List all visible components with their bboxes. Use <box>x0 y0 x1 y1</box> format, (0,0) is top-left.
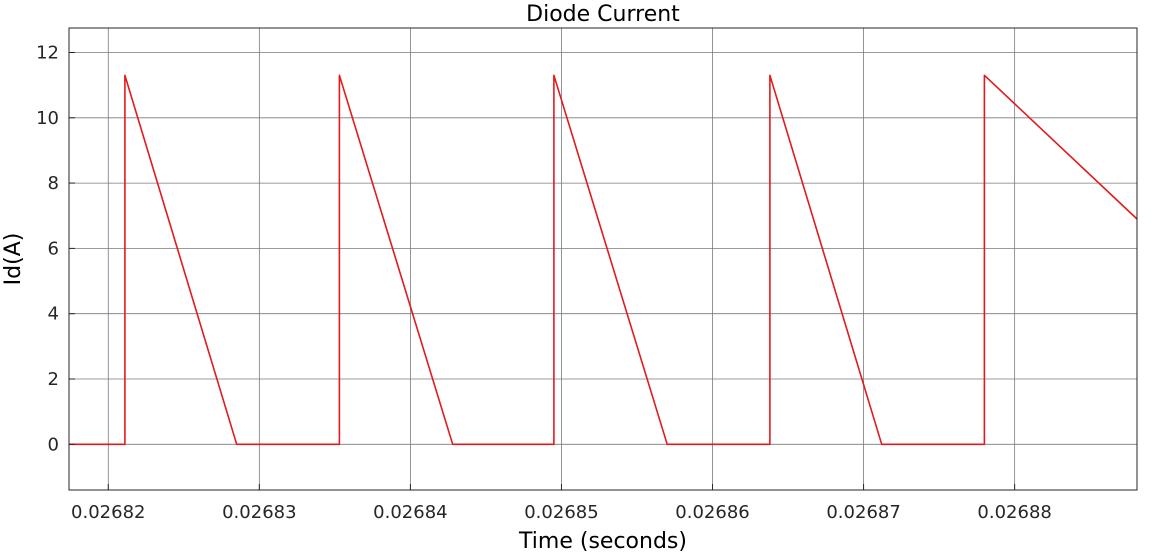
chart-title: Diode Current <box>526 2 680 27</box>
y-tick-labels: 0 2 4 6 8 10 12 <box>36 42 75 455</box>
x-tick-label: 0.02683 <box>222 502 296 523</box>
x-tick-label: 0.02685 <box>524 502 598 523</box>
x-axis-label: Time (seconds) <box>518 529 687 554</box>
y-tick-label: 6 <box>48 238 59 259</box>
x-tick-label: 0.02682 <box>71 502 145 523</box>
series-line-0 <box>69 74 1138 446</box>
y-tick-label: 8 <box>48 173 59 194</box>
x-tick-label: 0.02684 <box>373 502 447 523</box>
y-tick-label: 0 <box>48 434 59 455</box>
y-tick-label: 10 <box>36 108 59 129</box>
y-tick-label: 4 <box>48 304 59 325</box>
series-group <box>69 74 1138 446</box>
x-tick-label: 0.02687 <box>826 502 900 523</box>
y-tick-label: 2 <box>48 369 59 390</box>
grid-lines <box>69 28 1137 490</box>
plot-frame <box>68 27 1138 491</box>
x-tick-labels: 0.02682 0.02683 0.02684 0.02685 0.02686 0.026… <box>71 484 1052 523</box>
x-tick-label: 0.02688 <box>977 502 1051 523</box>
y-axis-label: Id(A) <box>1 233 26 286</box>
x-tick-label: 0.02686 <box>675 502 749 523</box>
y-tick-label: 12 <box>36 42 59 63</box>
